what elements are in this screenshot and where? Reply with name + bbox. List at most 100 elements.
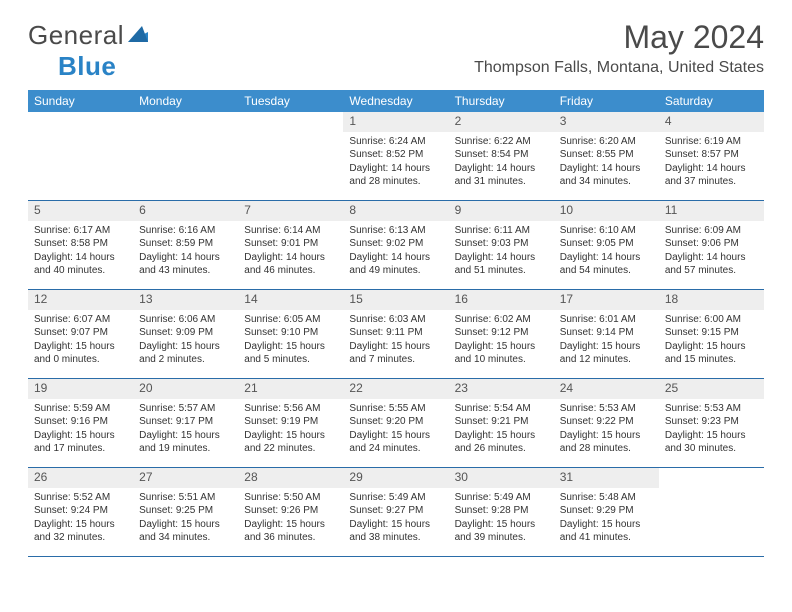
calendar-cell: 14Sunrise: 6:05 AMSunset: 9:10 PMDayligh…	[238, 290, 343, 379]
logo-word-blue: Blue	[58, 51, 116, 81]
day-data: Sunrise: 6:14 AMSunset: 9:01 PMDaylight:…	[238, 221, 343, 280]
calendar-cell: 26Sunrise: 5:52 AMSunset: 9:24 PMDayligh…	[28, 468, 133, 557]
calendar-cell: 2Sunrise: 6:22 AMSunset: 8:54 PMDaylight…	[449, 112, 554, 201]
day-number: 3	[554, 112, 659, 132]
day-number: 9	[449, 201, 554, 221]
calendar-cell: 30Sunrise: 5:49 AMSunset: 9:28 PMDayligh…	[449, 468, 554, 557]
day-data: Sunrise: 6:16 AMSunset: 8:59 PMDaylight:…	[133, 221, 238, 280]
calendar-cell	[238, 112, 343, 201]
day-header: Saturday	[659, 90, 764, 112]
day-data: Sunrise: 5:53 AMSunset: 9:23 PMDaylight:…	[659, 399, 764, 458]
day-number: 18	[659, 290, 764, 310]
title-block: May 2024 Thompson Falls, Montana, United…	[474, 20, 764, 77]
calendar-cell: 12Sunrise: 6:07 AMSunset: 9:07 PMDayligh…	[28, 290, 133, 379]
calendar-cell	[28, 112, 133, 201]
day-number: 19	[28, 379, 133, 399]
day-data: Sunrise: 6:17 AMSunset: 8:58 PMDaylight:…	[28, 221, 133, 280]
day-number: 10	[554, 201, 659, 221]
header: General Blue May 2024 Thompson Falls, Mo…	[28, 20, 764, 82]
day-number: 7	[238, 201, 343, 221]
day-data: Sunrise: 5:55 AMSunset: 9:20 PMDaylight:…	[343, 399, 448, 458]
calendar-week-row: 19Sunrise: 5:59 AMSunset: 9:16 PMDayligh…	[28, 379, 764, 468]
day-number: 29	[343, 468, 448, 488]
day-header: Tuesday	[238, 90, 343, 112]
day-data: Sunrise: 6:11 AMSunset: 9:03 PMDaylight:…	[449, 221, 554, 280]
calendar-week-row: 26Sunrise: 5:52 AMSunset: 9:24 PMDayligh…	[28, 468, 764, 557]
calendar-cell: 9Sunrise: 6:11 AMSunset: 9:03 PMDaylight…	[449, 201, 554, 290]
day-data: Sunrise: 6:20 AMSunset: 8:55 PMDaylight:…	[554, 132, 659, 191]
calendar-cell: 28Sunrise: 5:50 AMSunset: 9:26 PMDayligh…	[238, 468, 343, 557]
calendar-cell: 10Sunrise: 6:10 AMSunset: 9:05 PMDayligh…	[554, 201, 659, 290]
day-number: 8	[343, 201, 448, 221]
day-data: Sunrise: 6:13 AMSunset: 9:02 PMDaylight:…	[343, 221, 448, 280]
calendar-cell	[133, 112, 238, 201]
day-data: Sunrise: 6:00 AMSunset: 9:15 PMDaylight:…	[659, 310, 764, 369]
calendar-cell: 4Sunrise: 6:19 AMSunset: 8:57 PMDaylight…	[659, 112, 764, 201]
day-header: Thursday	[449, 90, 554, 112]
day-data: Sunrise: 6:02 AMSunset: 9:12 PMDaylight:…	[449, 310, 554, 369]
day-number: 25	[659, 379, 764, 399]
day-data: Sunrise: 5:51 AMSunset: 9:25 PMDaylight:…	[133, 488, 238, 547]
day-number: 14	[238, 290, 343, 310]
day-header: Sunday	[28, 90, 133, 112]
day-number: 16	[449, 290, 554, 310]
calendar-cell: 1Sunrise: 6:24 AMSunset: 8:52 PMDaylight…	[343, 112, 448, 201]
day-number: 13	[133, 290, 238, 310]
day-number: 20	[133, 379, 238, 399]
day-number: 5	[28, 201, 133, 221]
day-data: Sunrise: 6:24 AMSunset: 8:52 PMDaylight:…	[343, 132, 448, 191]
day-number: 30	[449, 468, 554, 488]
calendar-cell	[659, 468, 764, 557]
logo-word-general: General	[28, 20, 124, 50]
day-header: Monday	[133, 90, 238, 112]
calendar-cell: 5Sunrise: 6:17 AMSunset: 8:58 PMDaylight…	[28, 201, 133, 290]
day-number: 4	[659, 112, 764, 132]
day-number: 22	[343, 379, 448, 399]
location-text: Thompson Falls, Montana, United States	[474, 59, 764, 77]
day-header: Friday	[554, 90, 659, 112]
calendar-table: SundayMondayTuesdayWednesdayThursdayFrid…	[28, 90, 764, 557]
day-data: Sunrise: 6:10 AMSunset: 9:05 PMDaylight:…	[554, 221, 659, 280]
logo: General Blue	[28, 20, 154, 82]
logo-text: General Blue	[28, 20, 154, 82]
calendar-cell: 21Sunrise: 5:56 AMSunset: 9:19 PMDayligh…	[238, 379, 343, 468]
calendar-cell: 25Sunrise: 5:53 AMSunset: 9:23 PMDayligh…	[659, 379, 764, 468]
day-number: 27	[133, 468, 238, 488]
day-number: 12	[28, 290, 133, 310]
calendar-week-row: 12Sunrise: 6:07 AMSunset: 9:07 PMDayligh…	[28, 290, 764, 379]
calendar-cell: 17Sunrise: 6:01 AMSunset: 9:14 PMDayligh…	[554, 290, 659, 379]
day-number: 21	[238, 379, 343, 399]
calendar-cell: 8Sunrise: 6:13 AMSunset: 9:02 PMDaylight…	[343, 201, 448, 290]
day-data: Sunrise: 6:07 AMSunset: 9:07 PMDaylight:…	[28, 310, 133, 369]
calendar-cell: 31Sunrise: 5:48 AMSunset: 9:29 PMDayligh…	[554, 468, 659, 557]
calendar-cell: 24Sunrise: 5:53 AMSunset: 9:22 PMDayligh…	[554, 379, 659, 468]
calendar-cell: 29Sunrise: 5:49 AMSunset: 9:27 PMDayligh…	[343, 468, 448, 557]
calendar-cell: 19Sunrise: 5:59 AMSunset: 9:16 PMDayligh…	[28, 379, 133, 468]
day-data: Sunrise: 5:54 AMSunset: 9:21 PMDaylight:…	[449, 399, 554, 458]
day-number: 17	[554, 290, 659, 310]
calendar-cell: 13Sunrise: 6:06 AMSunset: 9:09 PMDayligh…	[133, 290, 238, 379]
day-data: Sunrise: 6:19 AMSunset: 8:57 PMDaylight:…	[659, 132, 764, 191]
page: General Blue May 2024 Thompson Falls, Mo…	[0, 0, 792, 612]
day-header: Wednesday	[343, 90, 448, 112]
day-number: 24	[554, 379, 659, 399]
day-data: Sunrise: 5:50 AMSunset: 9:26 PMDaylight:…	[238, 488, 343, 547]
day-number: 28	[238, 468, 343, 488]
calendar-body: 1Sunrise: 6:24 AMSunset: 8:52 PMDaylight…	[28, 112, 764, 557]
day-data: Sunrise: 5:53 AMSunset: 9:22 PMDaylight:…	[554, 399, 659, 458]
calendar-cell: 22Sunrise: 5:55 AMSunset: 9:20 PMDayligh…	[343, 379, 448, 468]
day-data: Sunrise: 5:48 AMSunset: 9:29 PMDaylight:…	[554, 488, 659, 547]
logo-flag-icon	[128, 20, 154, 50]
day-number: 11	[659, 201, 764, 221]
calendar-week-row: 5Sunrise: 6:17 AMSunset: 8:58 PMDaylight…	[28, 201, 764, 290]
calendar-cell: 11Sunrise: 6:09 AMSunset: 9:06 PMDayligh…	[659, 201, 764, 290]
calendar-head: SundayMondayTuesdayWednesdayThursdayFrid…	[28, 90, 764, 112]
day-data: Sunrise: 5:56 AMSunset: 9:19 PMDaylight:…	[238, 399, 343, 458]
day-number: 2	[449, 112, 554, 132]
day-data: Sunrise: 5:59 AMSunset: 9:16 PMDaylight:…	[28, 399, 133, 458]
day-data: Sunrise: 5:57 AMSunset: 9:17 PMDaylight:…	[133, 399, 238, 458]
calendar-cell: 20Sunrise: 5:57 AMSunset: 9:17 PMDayligh…	[133, 379, 238, 468]
day-data: Sunrise: 6:22 AMSunset: 8:54 PMDaylight:…	[449, 132, 554, 191]
calendar-cell: 3Sunrise: 6:20 AMSunset: 8:55 PMDaylight…	[554, 112, 659, 201]
day-number: 15	[343, 290, 448, 310]
